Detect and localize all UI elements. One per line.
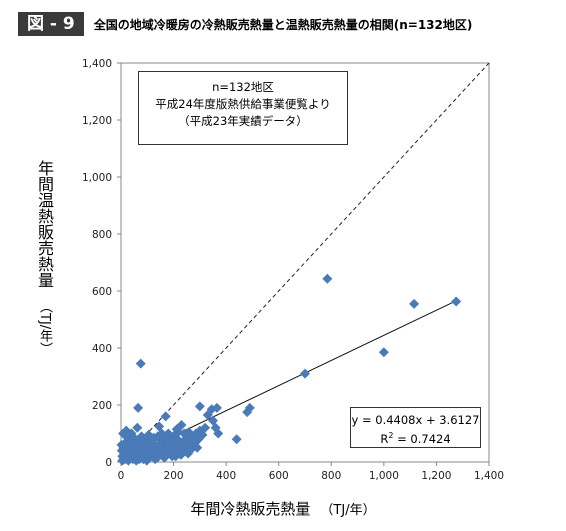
data-point bbox=[159, 452, 170, 463]
x-tick-label: 200 bbox=[164, 470, 184, 482]
data-point bbox=[322, 273, 333, 284]
x-tick-label: 800 bbox=[321, 470, 341, 482]
data-point bbox=[160, 432, 171, 443]
y-tick-label: 1,200 bbox=[82, 115, 112, 127]
y-tick-label: 400 bbox=[92, 343, 112, 355]
data-point bbox=[181, 435, 192, 446]
data-point bbox=[213, 428, 224, 439]
note-line-2: 平成24年度版熱供給事業便覧より bbox=[155, 97, 331, 111]
data-point bbox=[211, 402, 222, 413]
data-points bbox=[116, 273, 462, 466]
x-tick-label: 400 bbox=[216, 470, 236, 482]
data-point bbox=[147, 435, 158, 446]
x-tick-label: 0 bbox=[118, 470, 125, 482]
data-point bbox=[451, 296, 462, 307]
x-tick-label: 600 bbox=[269, 470, 289, 482]
x-tick-label: 1,000 bbox=[369, 470, 399, 482]
data-point bbox=[127, 449, 138, 460]
data-point bbox=[183, 427, 194, 438]
data-point bbox=[231, 434, 242, 445]
y-axis-label: 年間温熱販売熱量 （TJ/年） bbox=[33, 160, 55, 355]
data-point bbox=[152, 452, 163, 463]
data-point bbox=[244, 402, 255, 413]
x-tick-label: 1,400 bbox=[474, 470, 504, 482]
x-axis-title: 年間冷熱販売熱量 bbox=[190, 500, 311, 518]
data-point bbox=[123, 455, 134, 466]
data-point bbox=[134, 443, 145, 454]
y-tick-label: 1,400 bbox=[82, 58, 112, 70]
regression-equation: y = 0.4408x + 3.6127 bbox=[351, 413, 480, 427]
r-squared-exponent: 2 bbox=[388, 431, 394, 440]
plot-area-frame bbox=[120, 62, 490, 463]
r-squared: R2 = 0.7424 bbox=[351, 428, 480, 447]
note-line-3: （平成23年実績データ） bbox=[178, 114, 308, 128]
x-axis-label: 年間冷熱販売熱量 （TJ/年） bbox=[0, 498, 566, 519]
x-tick-label: 1,200 bbox=[421, 470, 451, 482]
data-point bbox=[133, 402, 144, 413]
data-point bbox=[141, 455, 152, 466]
data-point bbox=[132, 422, 143, 433]
r-squared-value: = 0.7424 bbox=[393, 431, 451, 446]
data-point bbox=[378, 347, 389, 358]
data-point bbox=[194, 401, 205, 412]
data-point bbox=[119, 444, 130, 455]
figure-badge: 図 - 9 bbox=[18, 12, 84, 36]
data-point bbox=[409, 298, 420, 309]
y-tick-label: 600 bbox=[92, 286, 112, 298]
r-squared-prefix: R bbox=[380, 431, 389, 446]
x-axis-ticks: 0 200 400 600 800 1,000 1,200 1,400 bbox=[118, 462, 504, 482]
data-point bbox=[135, 358, 146, 369]
data-point bbox=[160, 411, 171, 422]
y-axis-unit: （TJ/年） bbox=[37, 300, 52, 356]
y-tick-label: 800 bbox=[92, 229, 112, 241]
figure-header: 図 - 9 全国の地域冷暖房の冷熱販売熱量と温熱販売熱量の相関(n=132地区) bbox=[18, 12, 472, 36]
y-tick-label: 1,000 bbox=[82, 172, 112, 184]
data-point bbox=[186, 444, 197, 455]
y-tick-label: 0 bbox=[105, 457, 112, 469]
data-point bbox=[202, 409, 213, 420]
x-axis-unit: （TJ/年） bbox=[320, 503, 376, 518]
y-tick-label: 200 bbox=[92, 400, 112, 412]
source-note-box: n=132地区 平成24年度版熱供給事業便覧より （平成23年実績データ） bbox=[138, 71, 348, 145]
data-point bbox=[193, 434, 204, 445]
data-point bbox=[175, 449, 186, 460]
note-line-1: n=132地区 bbox=[212, 80, 274, 94]
y-axis-title: 年間温熱販売熱量 bbox=[35, 160, 54, 288]
y-axis-ticks: 0 200 400 600 800 1,000 1,200 1,400 bbox=[82, 58, 121, 469]
figure-title: 全国の地域冷暖房の冷熱販売熱量と温熱販売熱量の相関(n=132地区) bbox=[93, 17, 473, 32]
data-point bbox=[136, 431, 147, 442]
data-point bbox=[300, 368, 310, 379]
data-point bbox=[171, 424, 182, 435]
regression-equation-box: y = 0.4408x + 3.6127 R2 = 0.7424 bbox=[350, 407, 481, 448]
